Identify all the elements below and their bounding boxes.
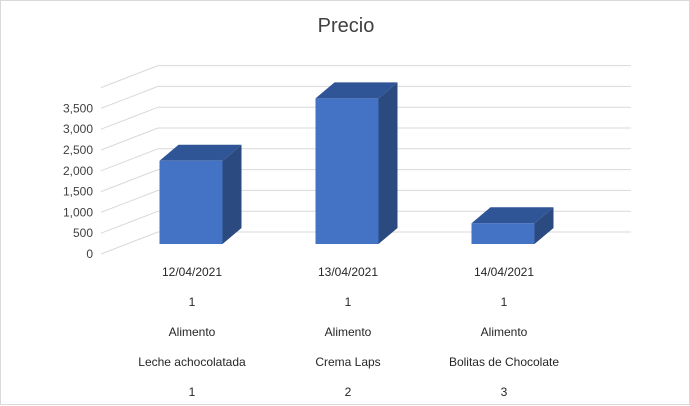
bar-side xyxy=(222,144,242,244)
category-label: Bolitas de Chocolate xyxy=(449,355,559,369)
bar-side xyxy=(534,207,554,244)
y-tick-label: 500 xyxy=(73,226,93,240)
bar-top xyxy=(471,207,554,224)
gridline-diagonal xyxy=(100,106,159,130)
y-tick-label: 2,000 xyxy=(63,164,93,178)
y-tick-label: 1,000 xyxy=(63,205,93,219)
y-tick-label: 3,500 xyxy=(63,101,93,115)
gridline-diagonal xyxy=(100,65,159,89)
category-label: 12/04/2021 xyxy=(162,265,222,279)
gridline-diagonal xyxy=(100,127,159,151)
bar xyxy=(471,223,535,244)
category-label: 1 xyxy=(189,385,196,399)
bar-top xyxy=(159,144,242,161)
gridline-diagonal xyxy=(100,189,159,213)
bar xyxy=(159,160,223,244)
category-label: 14/04/2021 xyxy=(474,265,534,279)
gridline-diagonal xyxy=(100,231,159,255)
gridline-diagonal xyxy=(100,148,159,172)
category-label: Alimento xyxy=(169,325,216,339)
category-label: 1 xyxy=(501,295,508,309)
category-label: 13/04/2021 xyxy=(318,265,378,279)
bar-top xyxy=(315,82,398,99)
gridline-diagonal xyxy=(100,85,159,109)
gridline-diagonal xyxy=(100,210,159,234)
category-label: 2 xyxy=(345,385,352,399)
gridline-diagonal xyxy=(100,169,159,193)
category-label: Crema Laps xyxy=(315,355,380,369)
bar-side xyxy=(378,82,398,245)
y-tick-label: 0 xyxy=(86,247,93,261)
y-tick-label: 2,500 xyxy=(63,143,93,157)
category-label: 1 xyxy=(345,295,352,309)
y-tick-label: 1,500 xyxy=(63,185,93,199)
category-label: Leche achocolatada xyxy=(138,355,246,369)
bar xyxy=(315,98,379,245)
category-label: Alimento xyxy=(325,325,372,339)
category-label: 3 xyxy=(501,385,508,399)
y-tick-label: 3,000 xyxy=(63,122,93,136)
category-label: Alimento xyxy=(481,325,528,339)
category-label: 1 xyxy=(189,295,196,309)
chart-title: Precio xyxy=(317,15,375,37)
